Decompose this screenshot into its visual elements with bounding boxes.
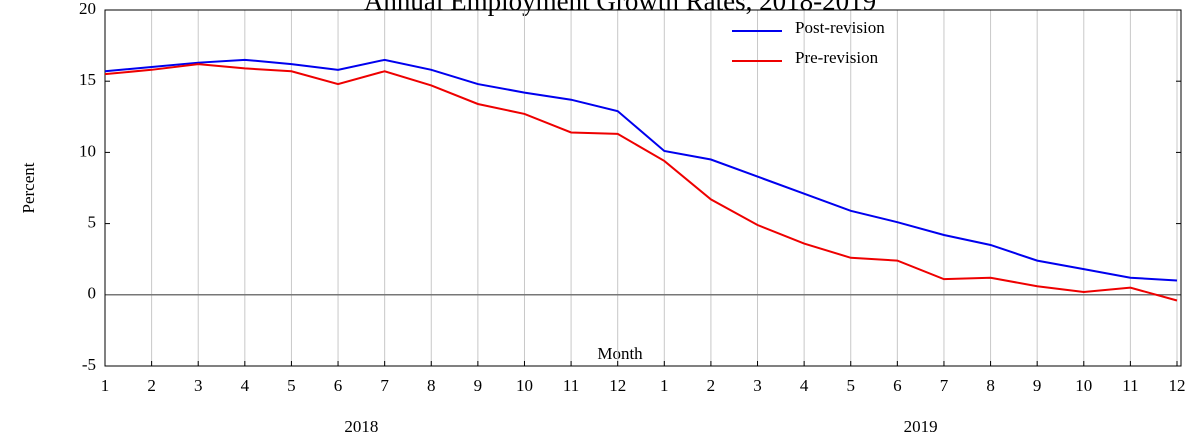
y-axis-label: Percent — [19, 162, 38, 213]
x-tick-label: 8 — [427, 376, 436, 395]
x-tick-label: 5 — [287, 376, 296, 395]
x-tick-label: 8 — [986, 376, 995, 395]
x-tick-label: 4 — [241, 376, 250, 395]
y-tick-label: 20 — [79, 0, 96, 18]
y-tick-label: 10 — [79, 141, 96, 160]
y-tick-label: -5 — [82, 355, 96, 374]
x-tick-label: 10 — [1075, 376, 1092, 395]
x-tick-label: 11 — [1122, 376, 1138, 395]
x-tick-label: 10 — [516, 376, 533, 395]
series-line — [104, 63, 1178, 302]
x-tick-label: 2 — [147, 376, 156, 395]
plot-frame — [104, 9, 1182, 367]
y-tick-label: 0 — [88, 284, 97, 303]
x-tick-label: 3 — [194, 376, 203, 395]
y-tick-label: 5 — [88, 213, 97, 232]
x-tick-label: 1 — [101, 376, 110, 395]
series-line — [104, 58, 1178, 282]
legend-label: Post-revision — [795, 18, 885, 37]
x-tick-label: 5 — [846, 376, 855, 395]
x-group-label: 2018 — [344, 417, 378, 436]
x-tick-label: 7 — [380, 376, 389, 395]
x-tick-label: 7 — [940, 376, 949, 395]
x-tick-label: 3 — [753, 376, 762, 395]
x-tick-label: 4 — [800, 376, 809, 395]
x-tick-label: 11 — [563, 376, 579, 395]
x-tick-label: 1 — [660, 376, 669, 395]
x-tick-label: 9 — [1033, 376, 1042, 395]
x-group-label: 2019 — [904, 417, 938, 436]
x-tick-label: 12 — [609, 376, 626, 395]
x-axis-label: Month — [597, 344, 643, 363]
x-tick-label: 2 — [707, 376, 716, 395]
chart-title: Annual Employment Growth Rates, 2018-201… — [364, 0, 876, 16]
x-tick-label: 12 — [1169, 376, 1186, 395]
y-tick-label: 15 — [79, 70, 96, 89]
x-tick-label: 9 — [474, 376, 483, 395]
legend-label: Pre-revision — [795, 48, 879, 67]
x-tick-label: 6 — [893, 376, 902, 395]
x-tick-label: 6 — [334, 376, 343, 395]
